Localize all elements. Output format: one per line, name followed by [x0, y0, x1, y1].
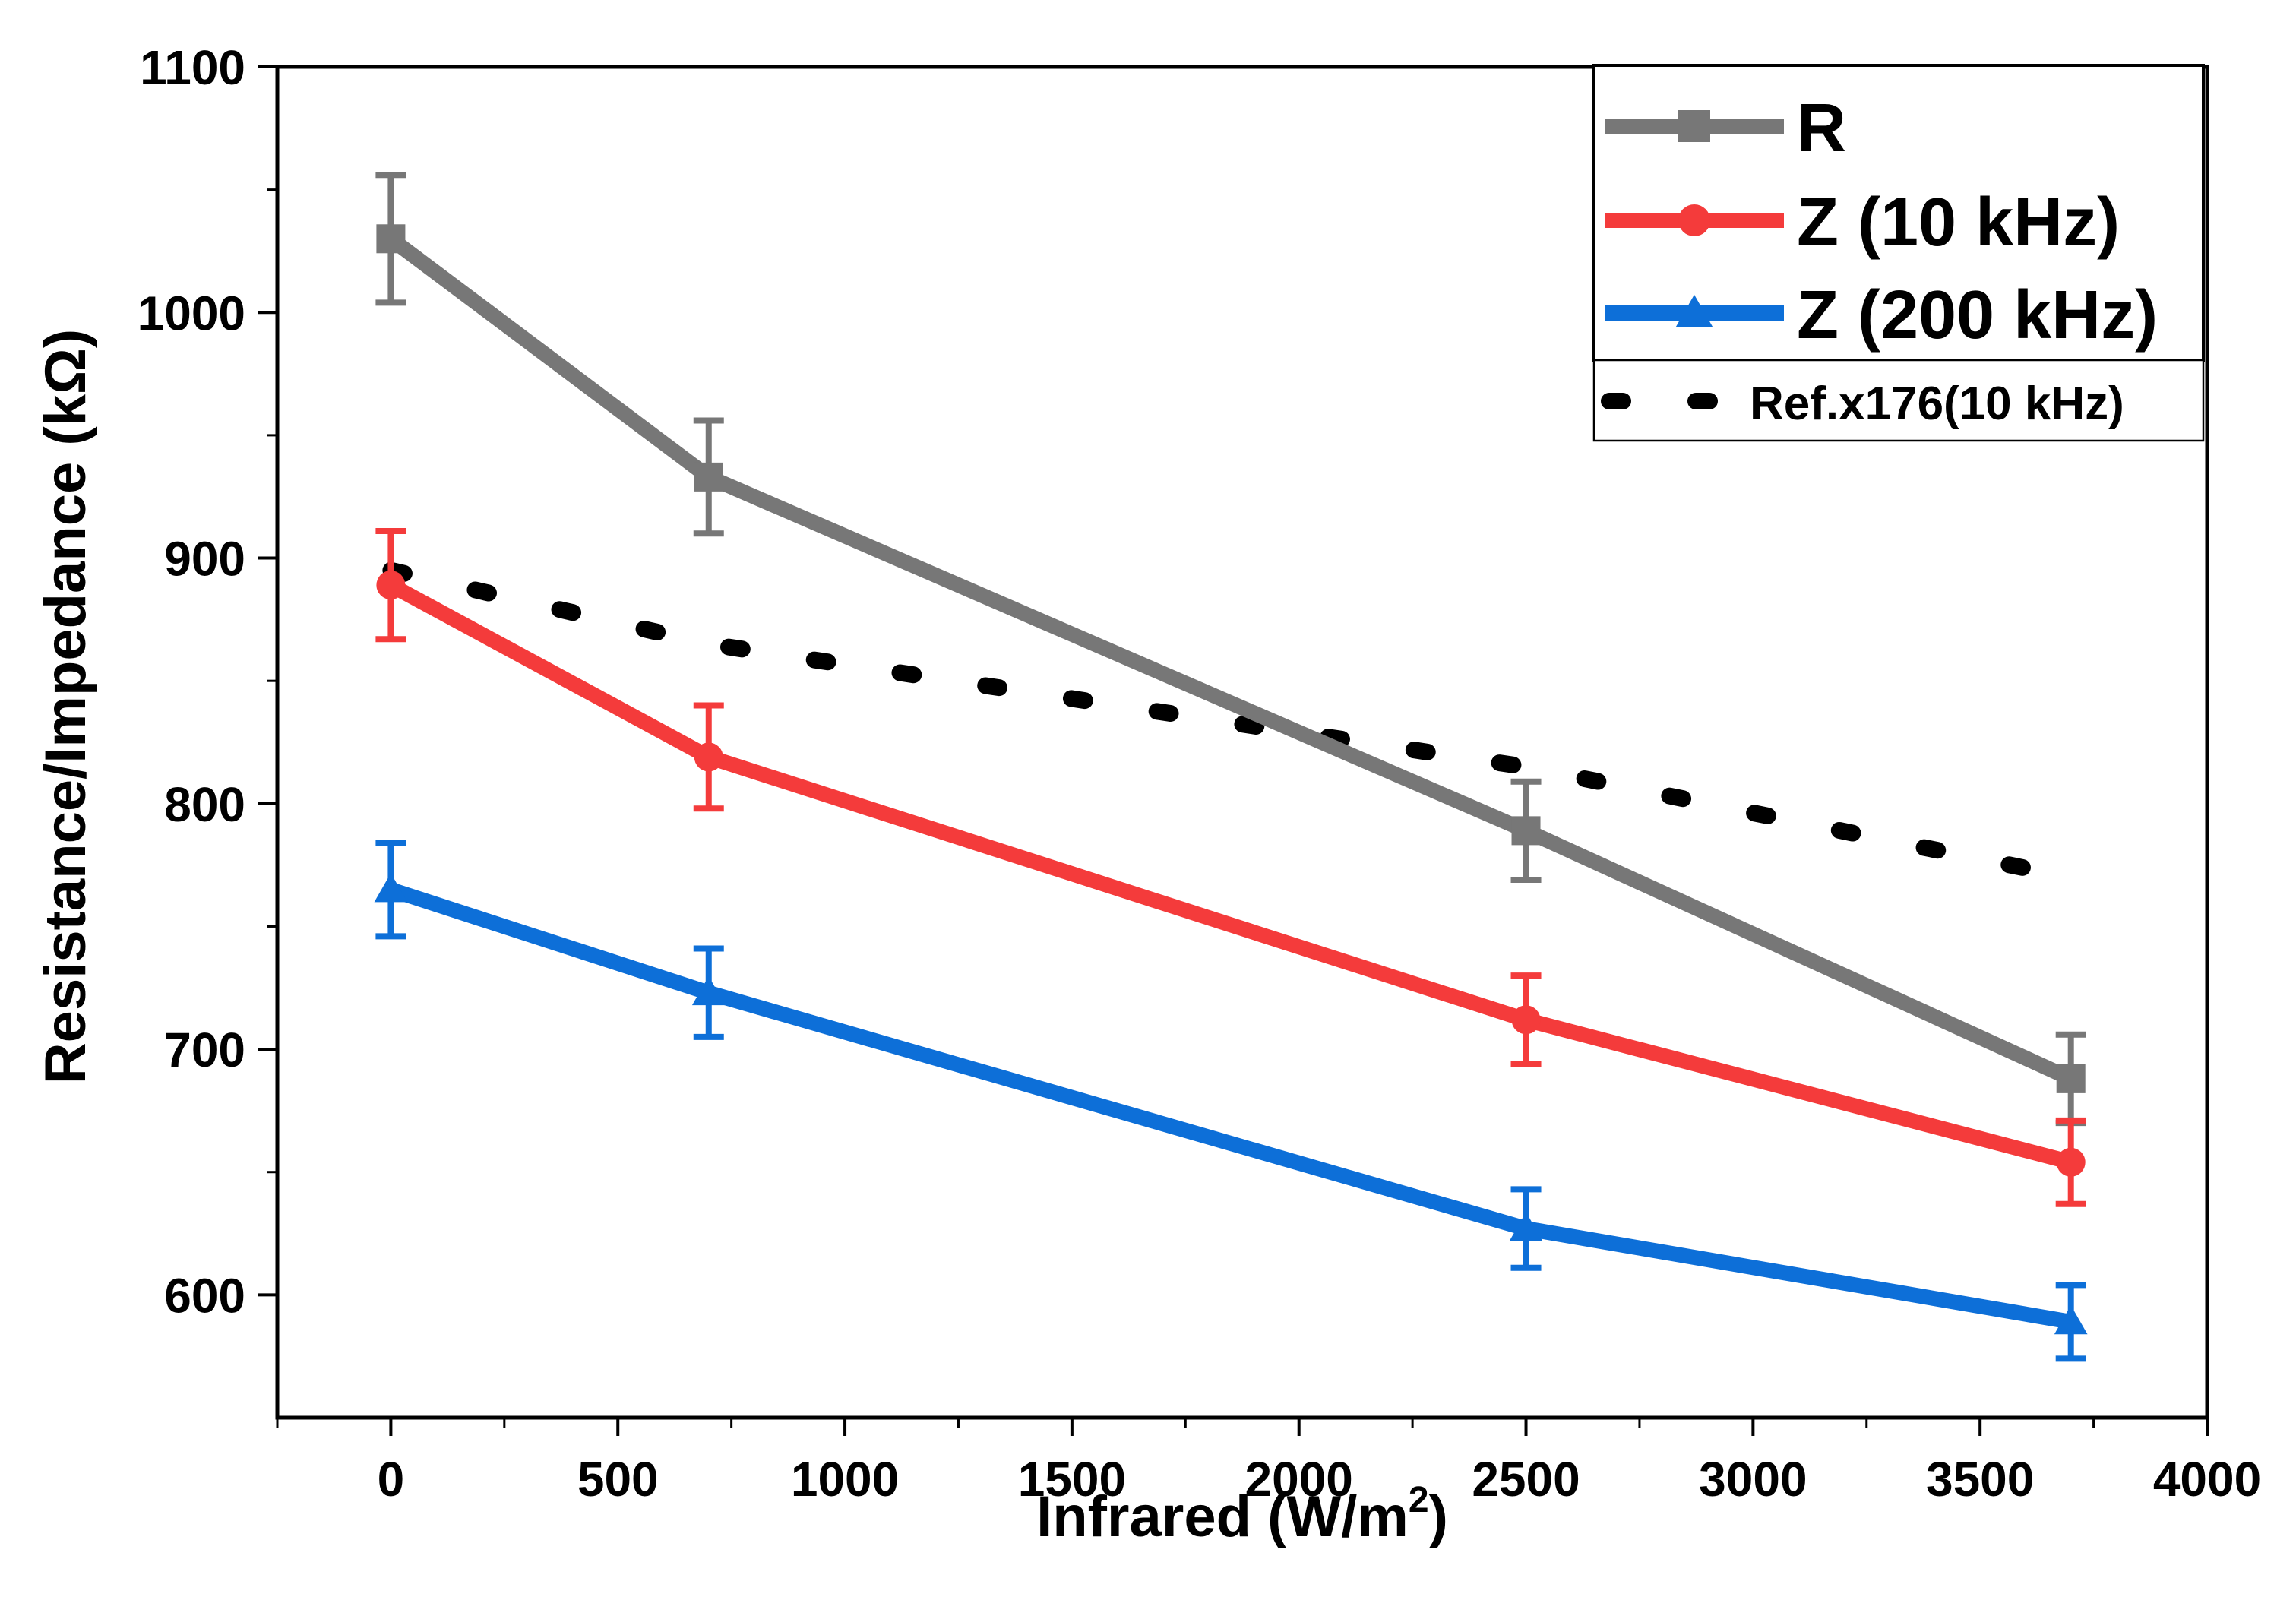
legend-swatch-marker — [1675, 294, 1713, 327]
legend-item: Z (200 kHz) — [1605, 277, 2158, 353]
legend-item: Z (10 kHz) — [1605, 185, 2120, 261]
plot-frame — [275, 65, 2209, 1420]
x-tick-label: 1000 — [791, 1452, 899, 1507]
series-z200-point — [374, 873, 408, 903]
series-z200-line — [388, 882, 2073, 1330]
legend-label: Ref.x176(10 kHz) — [1750, 378, 2124, 430]
y-tick-label: 900 — [164, 532, 245, 587]
x-tick-label: 0 — [378, 1452, 405, 1507]
series-r — [375, 172, 2086, 1127]
x-axis-title-text: Infrared (W/m — [1036, 1485, 1409, 1549]
x-tick-label: 4000 — [2153, 1452, 2261, 1507]
tick-layer: 0 500 1000 1500 2000 2500 3000 3500 4000 600 700 80… — [138, 40, 2262, 1507]
series-r-point — [2056, 1064, 2086, 1093]
y-tick-label: 1100 — [140, 40, 245, 95]
x-axis-title-superscript: 2 — [1409, 1480, 1429, 1520]
series-layer — [374, 172, 2088, 1362]
legend-swatch-marker — [1678, 110, 1710, 142]
legend-item: Ref.x176(10 kHz) — [1601, 378, 2124, 430]
legend-item: R — [1605, 90, 1846, 166]
series-z10-point — [2056, 1147, 2086, 1177]
series-r-line — [386, 232, 2074, 1086]
legend-items: R Z (10 kHz) Z (200 kHz) Ref.x176(10 kHz) — [1601, 90, 2158, 430]
series-z200-point — [2054, 1305, 2088, 1335]
legend-label: Z (10 kHz) — [1797, 185, 2120, 261]
y-tick-label: 600 — [164, 1268, 245, 1323]
series-z10-point — [376, 571, 406, 600]
series-z200-point — [691, 975, 726, 1006]
y-tick-label: 800 — [164, 777, 245, 832]
series-z10 — [375, 527, 2086, 1207]
series-r-point — [376, 224, 406, 254]
series-z10-point — [1511, 1005, 1541, 1035]
series-z10-line — [387, 578, 2073, 1170]
series-z200 — [374, 840, 2088, 1362]
x-tick-label: 2500 — [1472, 1452, 1580, 1507]
y-tick-label: 700 — [164, 1023, 245, 1077]
x-axis-title-suffix: ) — [1429, 1485, 1448, 1549]
x-tick-label: 3000 — [1699, 1452, 1807, 1507]
x-tick-label: 2000 — [1245, 1452, 1353, 1507]
x-tick-label: 500 — [577, 1452, 659, 1507]
legend-label: R — [1797, 90, 1846, 166]
y-tick-label: 1000 — [138, 286, 245, 340]
series-r-point — [694, 462, 723, 492]
legend-swatch-marker — [1678, 204, 1710, 236]
x-axis-title: Infrared (W/m2) — [1036, 1480, 1448, 1549]
series-z10-point — [694, 742, 723, 772]
series-z200-point — [1509, 1212, 1543, 1241]
series-r-point — [1511, 816, 1541, 846]
y-axis-title: Resistance/Impedance (kΩ) — [33, 329, 98, 1084]
x-tick-label: 1500 — [1018, 1452, 1126, 1507]
legend-label: Z (200 kHz) — [1797, 277, 2158, 353]
legend: R Z (10 kHz) Z (200 kHz) Ref.x176(10 kHz) — [1592, 64, 2205, 442]
x-tick-label: 3500 — [1926, 1452, 2034, 1507]
